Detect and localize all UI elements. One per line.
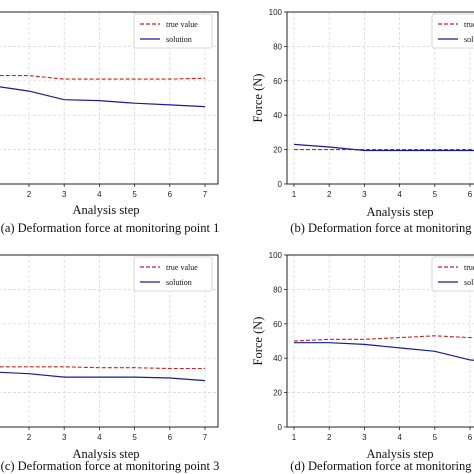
legend: true value solution xyxy=(133,13,213,49)
x-axis-title: Analysis step xyxy=(366,447,433,461)
legend: true value solution xyxy=(133,256,213,292)
series-group xyxy=(293,335,474,361)
x-tick-label: 4 xyxy=(97,433,102,442)
x-tick-label: 5 xyxy=(433,190,438,199)
legend-label: true value xyxy=(464,20,474,29)
plot-frame xyxy=(0,254,219,428)
x-tick-label: 4 xyxy=(97,190,102,199)
series-group xyxy=(293,143,474,152)
x-tick-label: 3 xyxy=(362,433,367,442)
y-tick-label: 60 xyxy=(273,320,282,329)
x-tick-label: 7 xyxy=(203,433,208,442)
x-tick-label: 4 xyxy=(397,433,402,442)
x-tick-label: 6 xyxy=(168,433,173,442)
y-tick-label: 40 xyxy=(273,354,282,363)
panel-caption: (a) Deformation force at monitoring poin… xyxy=(1,221,220,235)
series-line-solution xyxy=(293,143,474,152)
x-tick-label: 2 xyxy=(27,190,32,199)
x-axis-title: Analysis step xyxy=(366,205,433,219)
x-tick-label: 3 xyxy=(362,190,367,199)
plot-frame xyxy=(286,254,474,428)
legend-label: solution xyxy=(464,278,474,287)
x-tick-label: 1 xyxy=(292,433,297,442)
y-axis-title: Force (N) xyxy=(251,74,265,123)
x-tick-label: 6 xyxy=(468,190,473,199)
x-tick-label: 4 xyxy=(397,190,402,199)
y-tick-label: 20 xyxy=(273,389,282,398)
x-tick-label: 7 xyxy=(203,190,208,199)
legend: true value solution xyxy=(431,13,474,49)
y-tick-label: 80 xyxy=(273,42,282,51)
y-axis-title: Force (N) xyxy=(251,317,265,366)
x-tick-label: 3 xyxy=(62,190,67,199)
x-tick-label: 3 xyxy=(62,433,67,442)
panel-caption: (b) Deformation force at monitoring poin… xyxy=(290,221,474,235)
x-tick-label: 2 xyxy=(27,433,32,442)
series-group xyxy=(0,366,206,382)
x-tick-label: 5 xyxy=(433,433,438,442)
grid-lines xyxy=(0,12,218,184)
x-tick-label: 6 xyxy=(168,190,173,199)
y-tick-label: 0 xyxy=(278,180,283,189)
y-tick-label: 20 xyxy=(273,146,282,155)
legend-label: true value xyxy=(464,263,474,272)
legend-label: true value xyxy=(166,263,198,272)
x-tick-label: 5 xyxy=(132,190,137,199)
x-axis-title: Analysis step xyxy=(72,203,139,217)
y-tick-label: 100 xyxy=(269,8,283,17)
chart-panel-c: 2 3 4 5 6 7 true value solution Analysis step(c)… xyxy=(0,254,220,473)
legend-label: true value xyxy=(166,20,198,29)
legend: true value solution xyxy=(431,256,474,292)
series-line-solution xyxy=(294,342,474,361)
legend-label: solution xyxy=(166,35,192,44)
legend-label: solution xyxy=(464,35,474,44)
x-tick-label: 6 xyxy=(468,433,473,442)
series-line-true-value xyxy=(0,366,205,370)
y-tick-label: 60 xyxy=(273,77,282,86)
x-tick-label: 2 xyxy=(327,433,332,442)
y-tick-label: 80 xyxy=(273,285,282,294)
x-tick-label: 2 xyxy=(327,190,332,199)
y-tick-label: 40 xyxy=(273,111,282,120)
x-tick-label: 1 xyxy=(292,190,297,199)
x-axis-title: Analysis step xyxy=(72,447,139,461)
legend-label: solution xyxy=(166,278,192,287)
panel-caption: (c) Deformation force at monitoring poin… xyxy=(1,459,220,473)
plot-frame xyxy=(286,11,474,185)
y-tick-label: 100 xyxy=(269,251,283,260)
chart-panel-a: 2 3 4 5 6 7 true value solution Analysis step (a)… xyxy=(0,11,220,235)
series-line-true-value xyxy=(0,75,206,80)
chart-panel-d: 123456020406080100true valuesolutionAnal… xyxy=(251,251,474,473)
plot-frame xyxy=(0,11,219,185)
series-line-true-value xyxy=(293,335,474,342)
chart-panel-b: 123456020406080100true valuesolutionAnal… xyxy=(251,8,474,235)
panel-caption: (d) Deformation force at monitoring poin… xyxy=(290,459,474,473)
series-line-solution xyxy=(0,371,206,382)
x-tick-label: 5 xyxy=(132,433,137,442)
series-line-solution xyxy=(0,86,206,108)
y-tick-label: 0 xyxy=(278,423,283,432)
series-group xyxy=(0,75,206,108)
